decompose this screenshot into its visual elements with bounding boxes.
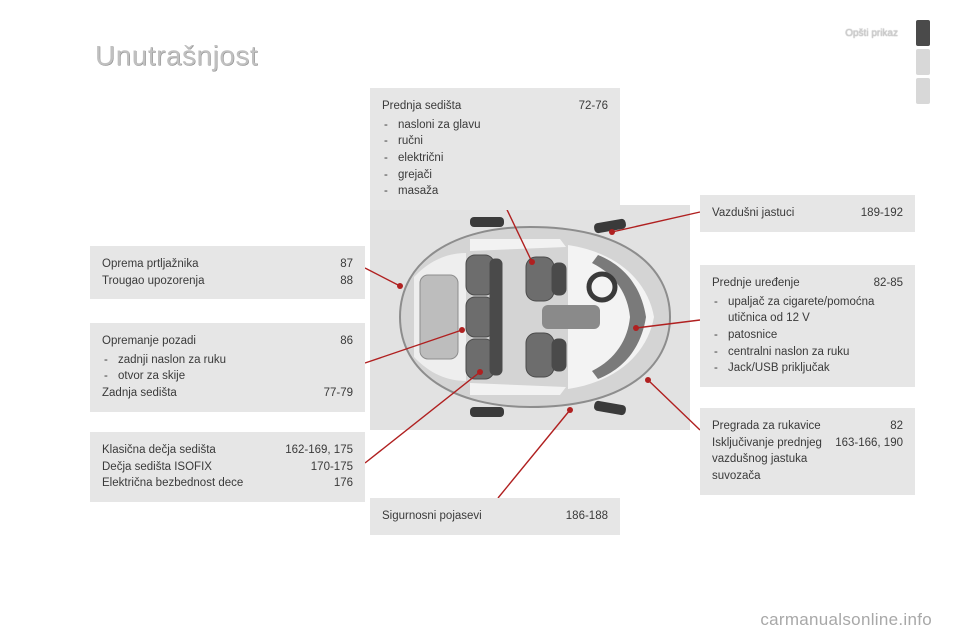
callout-line-label: Pregrada za rukavice xyxy=(712,418,890,435)
callout-bullets: upaljač za cigarete/pomoćna utičnica od … xyxy=(712,294,903,377)
callout-glovebox: Pregrada za rukavice 82 Isključivanje pr… xyxy=(700,408,915,495)
callout-pages: 82-85 xyxy=(874,275,903,292)
callout-bullet: patosnice xyxy=(728,327,903,344)
callout-pages: 189-192 xyxy=(861,205,903,222)
callout-bullet: nasloni za glavu xyxy=(398,117,608,134)
callout-line-label: Zadnja sedišta xyxy=(102,385,324,402)
callout-bullet: zadnji naslon za ruku xyxy=(118,352,353,369)
page-title: Unutrašnjost xyxy=(95,40,258,72)
callout-line-label: Trougao upozorenja xyxy=(102,273,340,290)
section-label: Opšti prikaz xyxy=(845,28,898,39)
callout-heading: Vazdušni jastuci xyxy=(712,205,861,222)
callout-line-pages: 77-79 xyxy=(324,385,353,402)
callout-line-pages: 87 xyxy=(340,256,353,273)
manual-page: Opšti prikaz Unutrašnjost xyxy=(0,0,960,640)
callout-front-layout: Prednje uređenje 82-85 upaljač za cigare… xyxy=(700,265,915,387)
callout-line-label: Isključivanje prednjeg vazdušnog jastuka… xyxy=(712,435,835,485)
callout-pages: 186-188 xyxy=(566,508,608,525)
callout-line-label: Električna bezbednost dece xyxy=(102,475,334,492)
callout-line-pages: 88 xyxy=(340,273,353,290)
callout-bullet: otvor za skije xyxy=(118,368,353,385)
callout-line-pages: 170-175 xyxy=(311,459,353,476)
callout-bullet: upaljač za cigarete/pomoćna utičnica od … xyxy=(728,294,903,327)
car-interior-diagram xyxy=(370,205,690,430)
watermark: carmanualsonline.info xyxy=(760,610,932,630)
callout-heading: Sigurnosni pojasevi xyxy=(382,508,566,525)
callout-line-label: Klasična dečja sedišta xyxy=(102,442,285,459)
callout-child-seats: Klasična dečja sedišta 162-169, 175 Dečj… xyxy=(90,432,365,502)
callout-heading: Opremanje pozadi xyxy=(102,333,340,350)
callout-heading: Prednje uređenje xyxy=(712,275,874,292)
callout-line-pages: 176 xyxy=(334,475,353,492)
callout-line-pages: 162-169, 175 xyxy=(285,442,353,459)
callout-pages: 86 xyxy=(340,333,353,350)
callout-bullet: ručni xyxy=(398,133,608,150)
callout-bullet: grejači xyxy=(398,167,608,184)
callout-bullet: centralni naslon za ruku xyxy=(728,344,903,361)
callout-airbags: Vazdušni jastuci 189-192 xyxy=(700,195,915,232)
callout-bullets: nasloni za glavu ručni električni grejač… xyxy=(382,117,608,200)
side-tab-active xyxy=(916,20,930,46)
callout-bullet: Jack/USB priključak xyxy=(728,360,903,377)
callout-rear-layout: Opremanje pozadi 86 zadnji naslon za ruk… xyxy=(90,323,365,412)
callout-seatbelts: Sigurnosni pojasevi 186-188 xyxy=(370,498,620,535)
callout-heading: Prednja sedišta xyxy=(382,98,579,115)
side-tabs xyxy=(916,20,930,107)
callout-front-seats: Prednja sedišta 72-76 nasloni za glavu r… xyxy=(370,88,620,210)
callout-bullet: masaža xyxy=(398,183,608,200)
callout-pages: 72-76 xyxy=(579,98,608,115)
callout-line-label: Dečja sedišta ISOFIX xyxy=(102,459,311,476)
callout-line-pages: 163-166, 190 xyxy=(835,435,903,485)
callout-boot: Oprema prtljažnika 87 Trougao upozorenja… xyxy=(90,246,365,299)
side-tab-inactive xyxy=(916,49,930,75)
side-tab-inactive xyxy=(916,78,930,104)
callout-bullet: električni xyxy=(398,150,608,167)
callout-bullets: zadnji naslon za ruku otvor za skije xyxy=(102,352,353,385)
callout-line-pages: 82 xyxy=(890,418,903,435)
callout-line-label: Oprema prtljažnika xyxy=(102,256,340,273)
car-top-view-svg xyxy=(370,205,690,430)
